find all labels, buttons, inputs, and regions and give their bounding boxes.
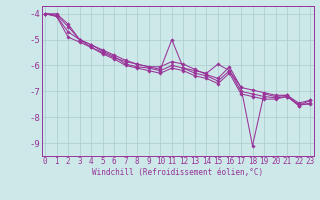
X-axis label: Windchill (Refroidissement éolien,°C): Windchill (Refroidissement éolien,°C): [92, 168, 263, 177]
